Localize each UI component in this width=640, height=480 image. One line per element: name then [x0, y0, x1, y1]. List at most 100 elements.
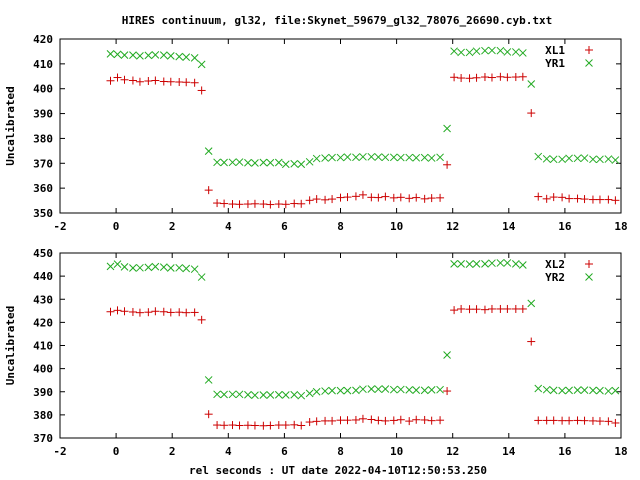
data-point — [243, 421, 252, 430]
data-point — [580, 386, 589, 394]
data-point — [389, 193, 398, 202]
y-tick-label: 350 — [33, 207, 53, 220]
data-point — [235, 390, 244, 399]
data-point — [106, 307, 115, 316]
x-tick-label: 8 — [337, 220, 344, 233]
data-point — [220, 199, 229, 208]
data-point — [175, 263, 184, 272]
data-point — [336, 193, 345, 202]
data-point — [465, 260, 474, 268]
chart-title: HIRES continuum, gl32, file:Skynet_59679… — [122, 14, 552, 27]
data-point — [120, 75, 129, 84]
data-point — [589, 386, 597, 395]
data-point — [266, 421, 275, 430]
data-point — [480, 73, 489, 82]
data-point — [251, 159, 259, 167]
data-point — [511, 48, 520, 56]
data-point — [549, 386, 558, 395]
data-point — [389, 153, 398, 162]
data-point — [359, 152, 367, 161]
y-tick-label: 400 — [33, 83, 53, 96]
x-tick-label: 12 — [446, 445, 459, 458]
data-point — [204, 186, 213, 195]
data-point — [511, 304, 520, 313]
y-tick-label: 390 — [33, 386, 53, 399]
data-point — [420, 415, 429, 424]
data-point — [604, 417, 613, 426]
data-point — [450, 73, 459, 82]
data-point — [518, 72, 527, 81]
data-point — [144, 51, 153, 60]
data-point — [220, 390, 228, 399]
data-point — [496, 72, 505, 81]
x-tick-label: 2 — [169, 220, 176, 233]
data-point — [427, 154, 436, 162]
data-point — [321, 154, 329, 162]
data-point — [312, 417, 321, 426]
data-point — [159, 307, 168, 316]
y-tick-label: 410 — [33, 58, 53, 71]
data-point — [496, 46, 505, 55]
data-point — [266, 391, 275, 399]
data-point — [367, 415, 376, 424]
data-point — [175, 308, 184, 317]
data-point — [558, 193, 567, 202]
data-point — [472, 305, 481, 314]
data-point — [213, 158, 221, 167]
data-point — [580, 195, 589, 204]
data-point — [220, 421, 229, 430]
y-tick-label: 410 — [33, 340, 53, 353]
legend-label: YR2 — [545, 271, 565, 284]
data-point — [518, 49, 527, 57]
series-xl2 — [106, 304, 620, 430]
x-tick-label: 14 — [502, 220, 516, 233]
data-point — [305, 157, 314, 166]
data-point — [527, 299, 536, 308]
data-point — [420, 153, 429, 162]
data-point — [328, 153, 336, 162]
data-point — [396, 385, 405, 394]
x-tick-label: 0 — [113, 220, 120, 233]
data-point — [351, 192, 360, 201]
x-tick-label: 0 — [113, 445, 120, 458]
data-point — [151, 262, 160, 271]
data-point — [527, 80, 536, 88]
series-xl1 — [106, 72, 620, 209]
y-tick-label: 420 — [33, 316, 53, 329]
data-point — [166, 52, 175, 60]
data-point — [352, 386, 360, 395]
data-point — [381, 416, 390, 425]
data-point — [549, 193, 558, 202]
data-point — [113, 73, 122, 82]
legend-label: XL2 — [545, 258, 565, 271]
data-point — [511, 73, 520, 82]
data-point — [389, 385, 398, 394]
data-point — [436, 416, 445, 425]
data-point — [321, 387, 329, 395]
data-point — [151, 307, 160, 316]
data-point — [197, 86, 206, 95]
data-point — [527, 337, 536, 346]
data-point — [542, 194, 551, 203]
legend-marker — [585, 273, 593, 281]
data-point — [129, 51, 137, 60]
data-point — [457, 304, 466, 313]
y-tick-label: 360 — [33, 182, 53, 195]
x-tick-label: -2 — [53, 220, 66, 233]
data-point — [580, 154, 589, 162]
data-point — [558, 155, 566, 164]
data-point — [213, 421, 222, 430]
data-point — [182, 78, 191, 87]
x-tick-label: 6 — [281, 220, 288, 233]
data-point — [190, 78, 199, 87]
data-point — [488, 259, 496, 268]
data-point — [305, 418, 314, 427]
data-point — [542, 416, 551, 425]
data-point — [534, 152, 543, 161]
data-point — [336, 386, 345, 395]
y-tick-label: 380 — [33, 132, 53, 145]
data-point — [457, 74, 466, 83]
data-point — [588, 195, 597, 204]
data-point — [290, 159, 299, 168]
